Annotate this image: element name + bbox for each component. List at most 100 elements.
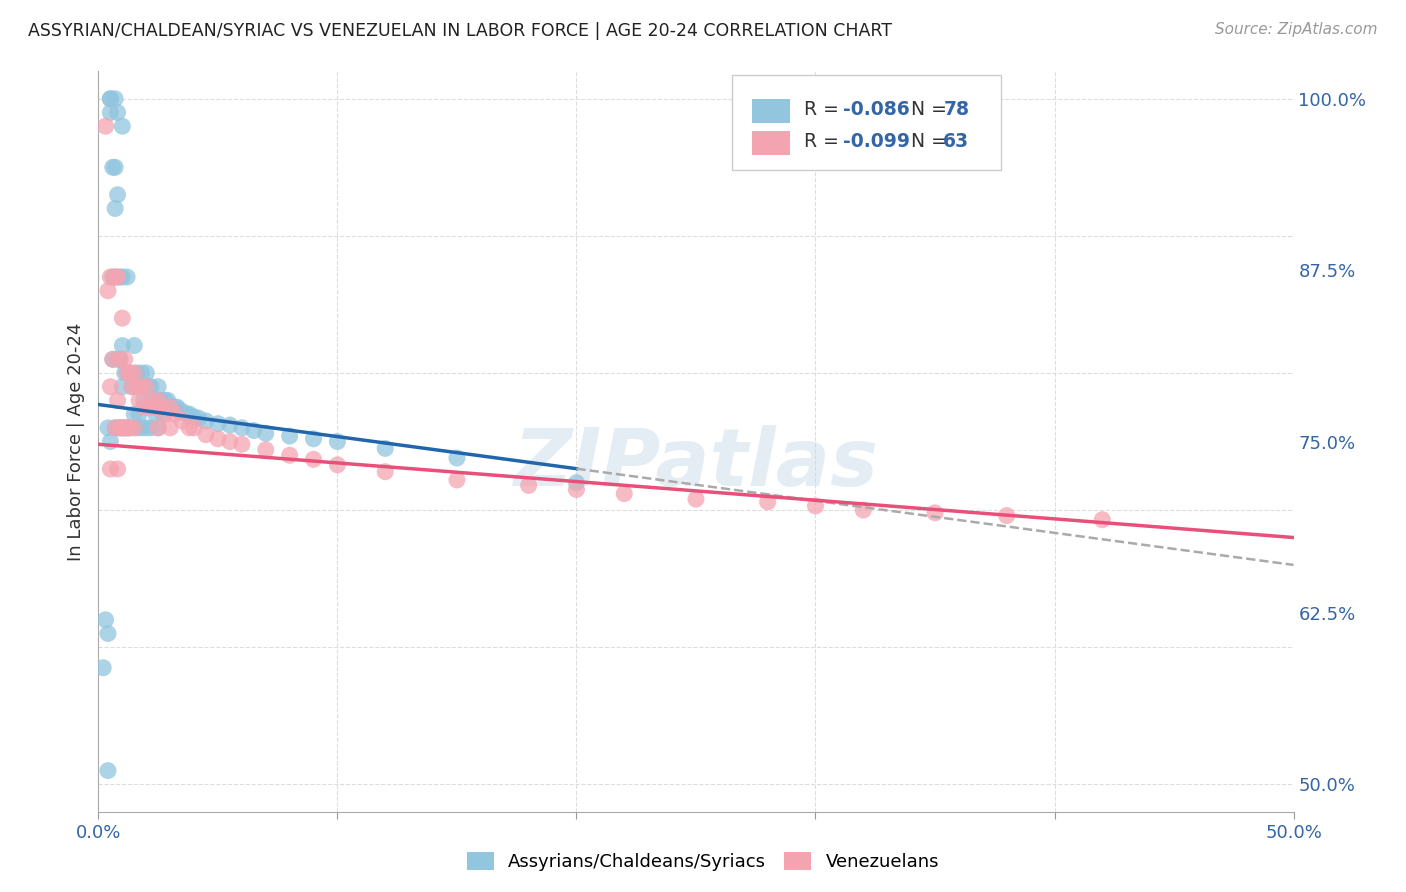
Point xyxy=(159,421,181,435)
Point xyxy=(148,393,170,408)
Text: 78: 78 xyxy=(943,100,969,119)
Point xyxy=(254,426,277,441)
Point xyxy=(98,462,122,476)
Point xyxy=(374,442,396,456)
Point xyxy=(107,462,129,476)
Point xyxy=(125,421,148,435)
Point xyxy=(98,270,122,285)
Point xyxy=(142,393,165,408)
Point xyxy=(155,393,177,408)
Point xyxy=(111,380,134,394)
Point xyxy=(115,421,138,435)
Point xyxy=(166,401,188,415)
Point xyxy=(148,421,170,435)
Point xyxy=(924,506,946,520)
Point xyxy=(172,404,194,418)
Point xyxy=(128,393,150,408)
Point xyxy=(163,401,186,415)
Point xyxy=(156,393,179,408)
Point xyxy=(98,434,122,449)
Point xyxy=(104,202,127,216)
Point xyxy=(98,92,122,106)
Point xyxy=(91,661,114,675)
Bar xyxy=(752,131,790,155)
Point xyxy=(108,421,131,435)
Point xyxy=(446,450,468,465)
Point xyxy=(125,380,148,394)
Point xyxy=(111,338,134,352)
Point xyxy=(111,421,134,435)
Point xyxy=(278,448,301,462)
Point xyxy=(104,421,127,435)
Point xyxy=(219,434,242,449)
Text: -0.099: -0.099 xyxy=(844,132,910,151)
Point xyxy=(118,421,141,435)
Point xyxy=(243,424,266,438)
Point xyxy=(145,401,167,415)
Point xyxy=(142,401,165,415)
Point xyxy=(104,421,127,435)
Point xyxy=(132,393,155,408)
Point xyxy=(135,421,157,435)
Point xyxy=(139,421,162,435)
Point xyxy=(148,380,170,394)
Point xyxy=(135,366,157,380)
Point xyxy=(183,421,205,435)
Point xyxy=(132,401,155,415)
Point xyxy=(302,432,325,446)
Point xyxy=(756,495,779,509)
Point xyxy=(125,366,148,380)
Point xyxy=(804,499,827,513)
Point xyxy=(107,352,129,367)
Point xyxy=(187,411,209,425)
FancyBboxPatch shape xyxy=(733,75,1001,169)
Point xyxy=(138,380,160,394)
Point xyxy=(183,409,205,424)
Point xyxy=(148,421,170,435)
Point xyxy=(98,380,122,394)
Point xyxy=(121,380,143,394)
Point xyxy=(101,352,124,367)
Point xyxy=(97,421,120,435)
Point xyxy=(145,407,167,421)
Point xyxy=(111,119,134,133)
Text: -0.086: -0.086 xyxy=(844,100,910,119)
Point xyxy=(114,366,136,380)
Point xyxy=(107,270,129,285)
Legend: Assyrians/Chaldeans/Syriacs, Venezuelans: Assyrians/Chaldeans/Syriacs, Venezuelans xyxy=(460,845,946,879)
Point xyxy=(374,465,396,479)
Point xyxy=(97,626,120,640)
Point xyxy=(207,432,229,446)
Bar xyxy=(752,99,790,123)
Point xyxy=(115,366,138,380)
Point xyxy=(278,429,301,443)
Point xyxy=(302,452,325,467)
Point xyxy=(176,407,198,421)
Point xyxy=(118,366,141,380)
Point xyxy=(108,270,131,285)
Point xyxy=(219,418,242,433)
Text: N =: N = xyxy=(900,100,953,119)
Text: R =: R = xyxy=(804,132,845,151)
Point xyxy=(159,401,181,415)
Point xyxy=(149,393,172,408)
Point xyxy=(685,492,707,507)
Point xyxy=(114,421,136,435)
Point xyxy=(118,366,141,380)
Point xyxy=(118,421,141,435)
Point xyxy=(179,421,201,435)
Point xyxy=(121,380,143,394)
Point xyxy=(131,380,153,394)
Point xyxy=(124,407,146,421)
Point xyxy=(108,352,131,367)
Point xyxy=(101,352,124,367)
Point xyxy=(115,421,138,435)
Point xyxy=(111,421,134,435)
Point xyxy=(104,161,127,175)
Point xyxy=(446,473,468,487)
Point xyxy=(852,503,875,517)
Point xyxy=(101,270,124,285)
Text: N =: N = xyxy=(900,132,953,151)
Point xyxy=(326,434,349,449)
Point xyxy=(613,486,636,500)
